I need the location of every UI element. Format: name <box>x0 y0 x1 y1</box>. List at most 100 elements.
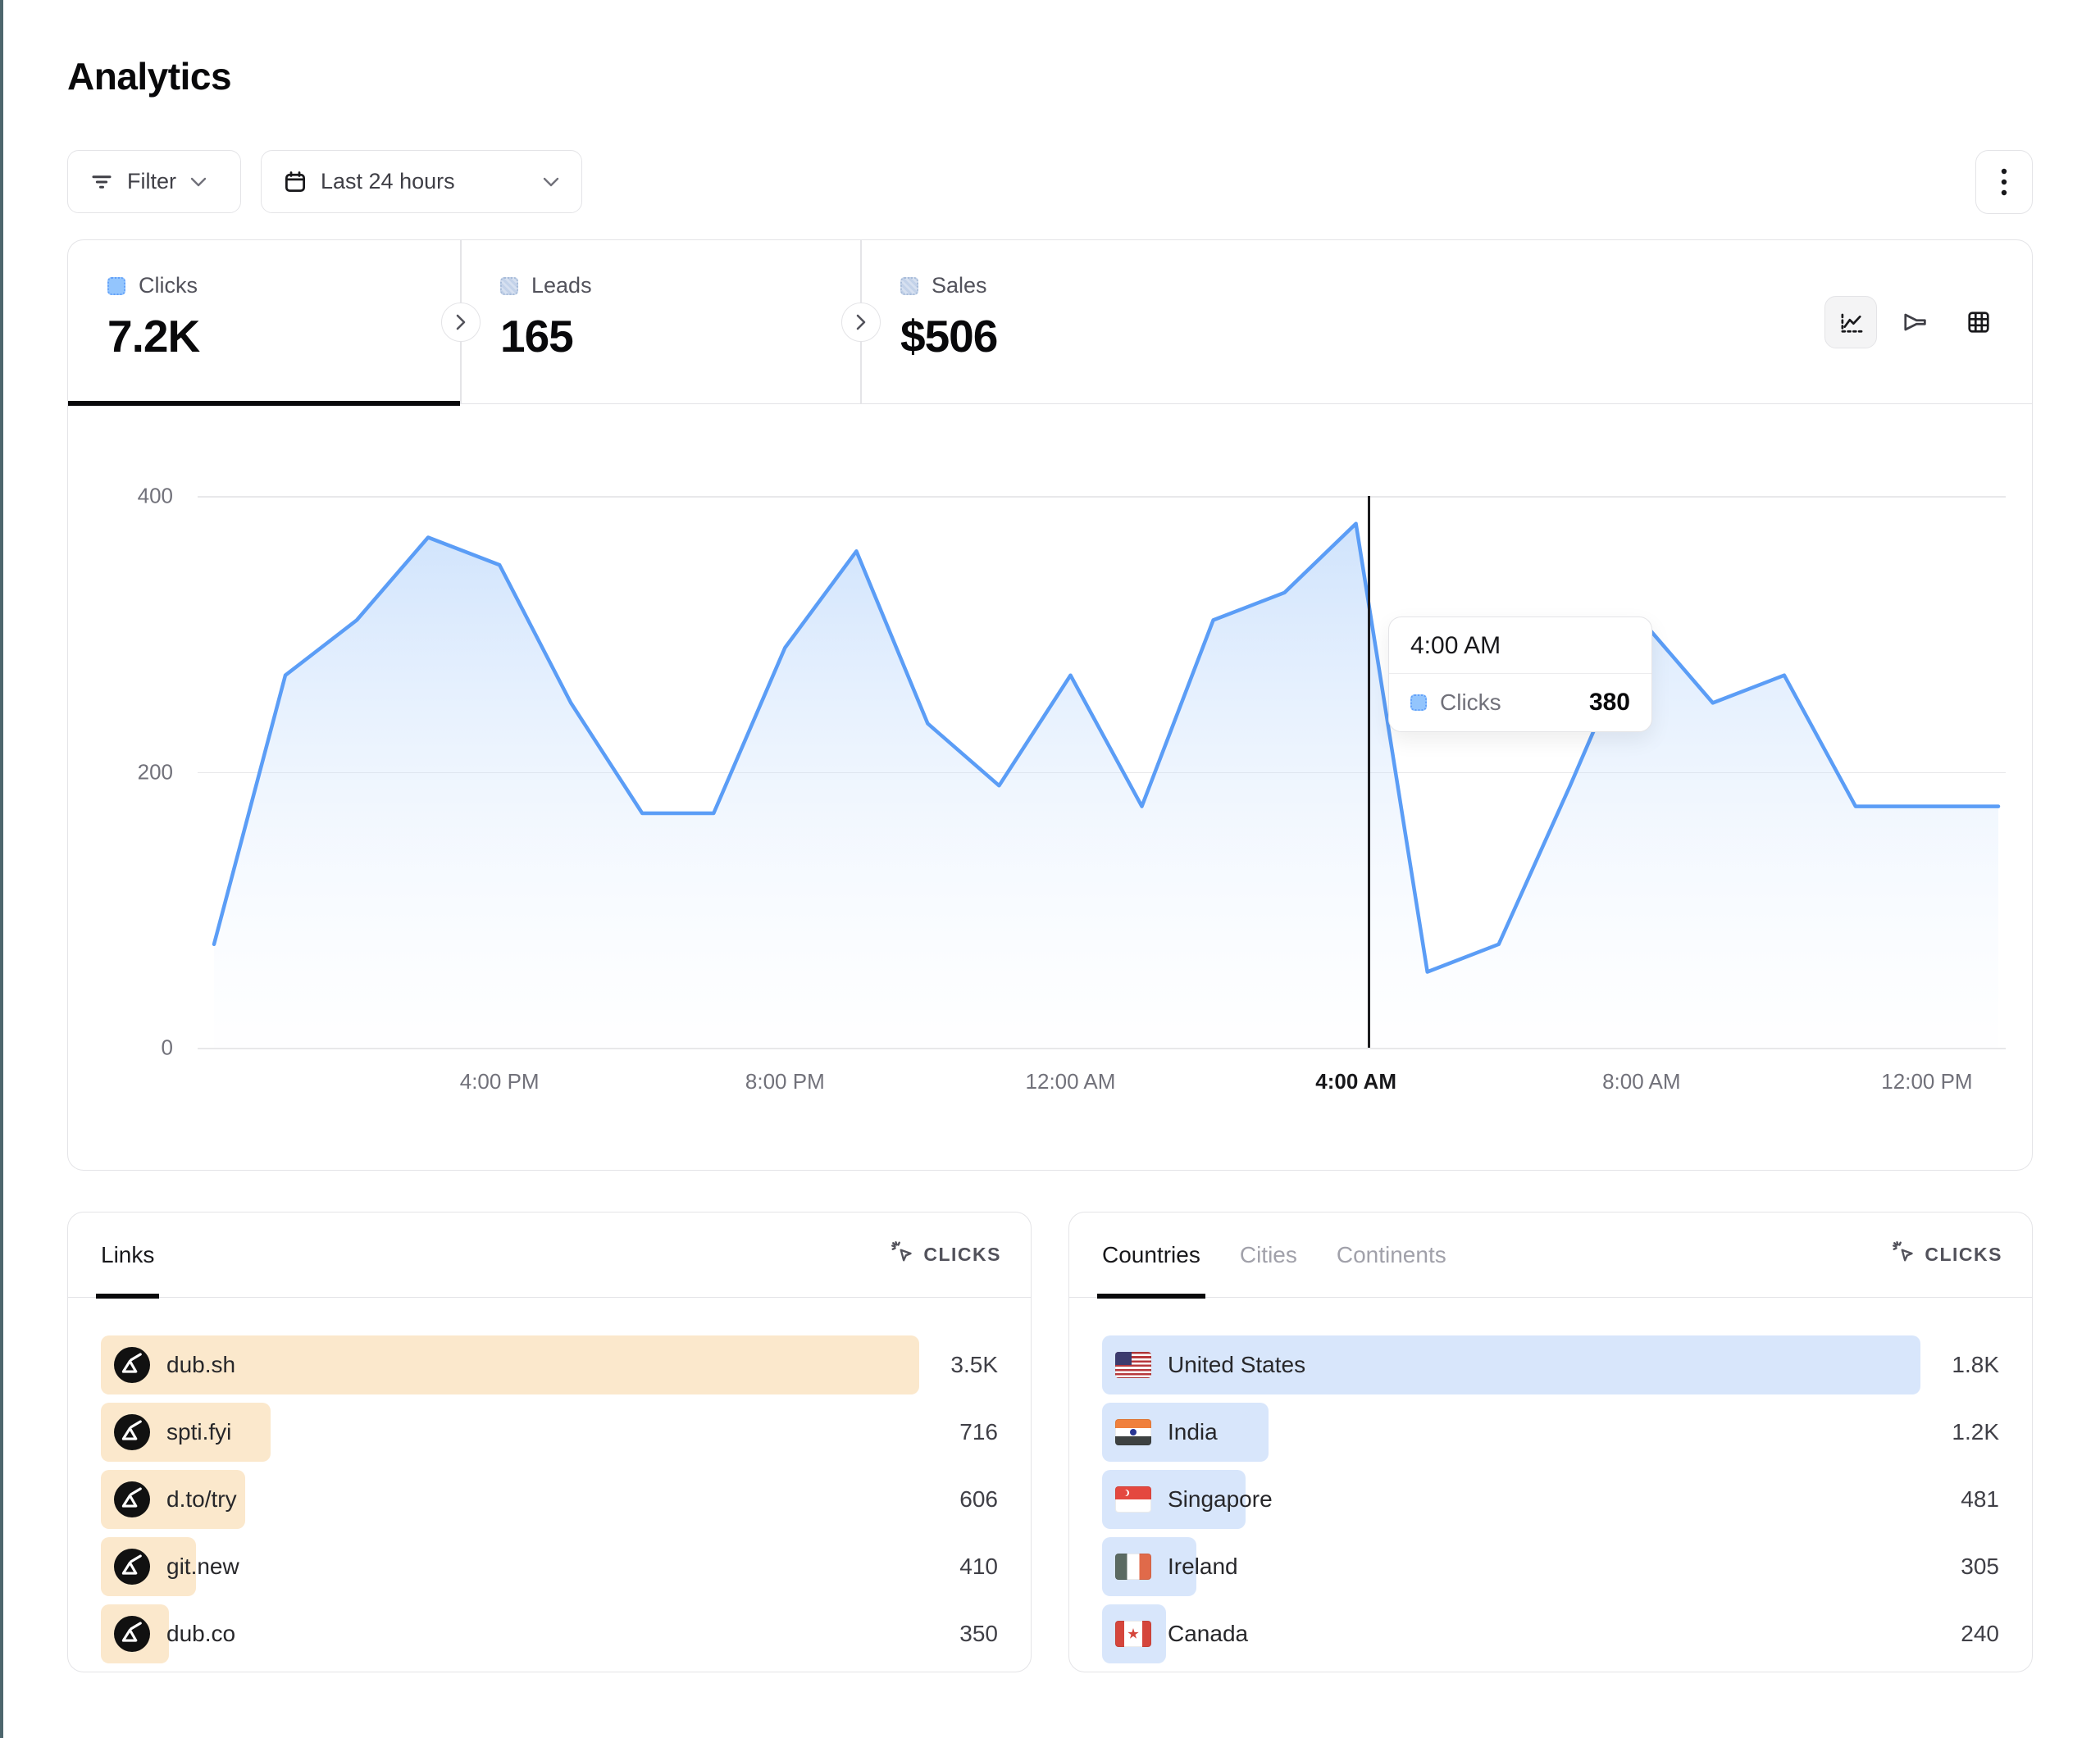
tooltip-value: 380 <box>1588 689 1630 716</box>
sales-series-swatch <box>900 276 918 295</box>
country-clicks-value: 240 <box>1961 1621 1999 1646</box>
country-clicks-value: 305 <box>1961 1554 1999 1579</box>
countries-rows: United States 1.8K India 1.2K Singapore 481 Ir… <box>1069 1335 2032 1672</box>
y-axis-label: 200 <box>137 759 173 784</box>
funnel-chart-view-button[interactable] <box>1888 296 1941 348</box>
link-label: dub.co <box>166 1621 236 1646</box>
tab-leads[interactable]: Leads 165 <box>461 240 860 404</box>
country-row[interactable]: Singapore 481 <box>1102 1470 1999 1529</box>
dub-logo-icon <box>114 1549 150 1585</box>
area-line-chart <box>212 521 2001 1048</box>
cursor-click-icon <box>1893 1240 1914 1261</box>
funnel-icon <box>1904 313 1926 331</box>
link-row[interactable]: dub.co 350 <box>101 1604 998 1663</box>
calendar-icon <box>285 171 305 192</box>
y-axis-label: 0 <box>161 1035 173 1060</box>
countries-panel-header: Countries Cities Continents CLICKS <box>1069 1213 2032 1299</box>
y-axis-label: 400 <box>137 483 173 508</box>
chart-tooltip: 4:00 AM Clicks 380 <box>1388 616 1652 732</box>
active-tab-indicator <box>68 400 460 406</box>
cursor-click-icon-slot <box>891 1240 915 1270</box>
leads-value: 165 <box>500 311 574 362</box>
leads-series-swatch <box>500 276 518 295</box>
chevron-down-icon <box>190 177 207 186</box>
filter-button[interactable]: Filter <box>67 150 241 213</box>
links-metric-label: CLICKS <box>923 1244 1001 1265</box>
x-axis-label: 8:00 AM <box>1602 1069 1681 1094</box>
country-clicks-value: 1.2K <box>1952 1419 1999 1445</box>
gridline <box>198 1048 2006 1049</box>
tab-clicks[interactable]: Clicks 7.2K <box>68 240 460 406</box>
tooltip-series-name: Clicks <box>1440 689 1501 715</box>
link-label: d.to/try <box>166 1486 237 1512</box>
tab-sales[interactable]: Sales $506 <box>861 240 1261 404</box>
tab-continents[interactable]: Continents <box>1336 1241 1446 1267</box>
links-metric-selector[interactable]: CLICKS <box>891 1240 1001 1270</box>
clicks-series-swatch <box>107 276 125 295</box>
usage-bar <box>1102 1335 1920 1394</box>
expand-clicks-button[interactable] <box>441 303 481 342</box>
date-range-button[interactable]: Last 24 hours <box>261 150 582 213</box>
links-panel-header: Links CLICKS <box>68 1213 1031 1299</box>
country-clicks-value: 1.8K <box>1952 1352 1999 1377</box>
left-edge-strip <box>0 0 3 1738</box>
country-row[interactable]: United States 1.8K <box>1102 1335 1999 1394</box>
tab-links[interactable]: Links <box>95 1213 160 1299</box>
grid-table-icon <box>1968 312 1989 333</box>
sg-flag-icon <box>1115 1486 1151 1513</box>
table-view-button[interactable] <box>1952 296 2005 348</box>
country-row[interactable]: India 1.2K <box>1102 1403 1999 1462</box>
chart-view-toggles <box>1824 296 2005 348</box>
tooltip-time: 4:00 AM <box>1389 617 1651 674</box>
link-clicks-value: 350 <box>959 1621 998 1646</box>
country-row[interactable]: Ireland 305 <box>1102 1537 1999 1596</box>
link-row[interactable]: dub.sh 3.5K <box>101 1335 998 1394</box>
links-panel: Links CLICKS dub.sh 3.5K spti.fyi 716 d.to… <box>67 1212 1032 1672</box>
link-label: dub.sh <box>166 1352 236 1377</box>
link-clicks-value: 3.5K <box>950 1352 998 1377</box>
clicks-value: 7.2K <box>107 311 200 362</box>
expand-leads-button[interactable] <box>841 303 881 342</box>
links-rows: dub.sh 3.5K spti.fyi 716 d.to/try 606 git.n… <box>68 1335 1031 1672</box>
country-row[interactable]: Canada 240 <box>1102 1604 1999 1663</box>
link-row[interactable]: d.to/try 606 <box>101 1470 998 1529</box>
clicks-time-series-chart[interactable]: 400 200 0 4:00 PM 8:00 PM 12:00 AM 4:00 AM 8:0… <box>68 404 2032 1170</box>
tooltip-series-swatch <box>1410 694 1427 711</box>
link-row[interactable]: spti.fyi 716 <box>101 1403 998 1462</box>
hover-crosshair-line <box>1367 496 1370 1048</box>
countries-metric-label: CLICKS <box>1925 1244 2002 1265</box>
x-axis-label: 12:00 AM <box>1025 1069 1116 1094</box>
chevron-right-icon <box>456 314 466 330</box>
ie-flag-icon <box>1115 1554 1151 1580</box>
in-flag-icon <box>1115 1419 1151 1445</box>
link-clicks-value: 410 <box>959 1554 998 1579</box>
link-clicks-value: 716 <box>959 1419 998 1445</box>
country-label: Ireland <box>1168 1554 1238 1579</box>
tab-cities[interactable]: Cities <box>1239 1241 1297 1267</box>
countries-metric-selector[interactable]: CLICKS <box>1892 1240 2002 1270</box>
chevron-right-icon <box>856 314 866 330</box>
chevron-down-icon <box>543 177 559 186</box>
usage-bar <box>101 1335 919 1394</box>
more-options-button[interactable] <box>1975 150 2033 214</box>
country-label: Canada <box>1168 1621 1249 1646</box>
x-axis-label: 8:00 PM <box>745 1069 825 1094</box>
cursor-click-icon-slot <box>1892 1240 1916 1270</box>
link-label: spti.fyi <box>166 1419 232 1445</box>
ca-flag-icon <box>1115 1621 1151 1647</box>
page-title: Analytics <box>67 55 232 98</box>
line-chart-view-button[interactable] <box>1824 296 1877 348</box>
filter-label: Filter <box>127 169 176 193</box>
filter-icon <box>92 175 112 189</box>
tab-countries[interactable]: Countries <box>1097 1213 1205 1299</box>
line-chart-icon <box>1841 313 1863 333</box>
link-label: git.new <box>166 1554 239 1579</box>
chart-area-fill <box>214 523 1998 1048</box>
link-row[interactable]: git.new 410 <box>101 1537 998 1596</box>
dub-logo-icon <box>114 1481 150 1517</box>
cursor-click-icon <box>891 1240 913 1261</box>
stats-row: Clicks 7.2K Leads 165 <box>68 240 2032 406</box>
analytics-card: Clicks 7.2K Leads 165 <box>67 239 2033 1171</box>
date-range-label: Last 24 hours <box>321 169 455 193</box>
